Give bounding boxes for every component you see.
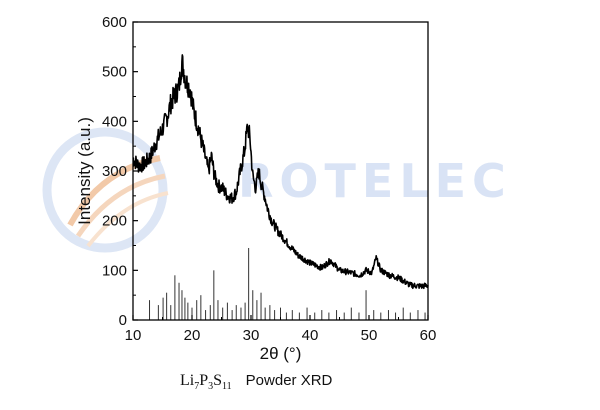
formula-subscript: 3	[208, 381, 214, 393]
caption-label: Powder XRD	[245, 372, 333, 389]
y-axis-title: Intensity (a.u.)	[75, 117, 94, 225]
reference-sticks	[149, 247, 426, 320]
caption-formula: Li7P3S11	[180, 372, 232, 393]
swirl-logo-icon	[42, 127, 169, 253]
x-tick-label: 10	[125, 327, 142, 344]
watermark-text: ROTELEC	[238, 154, 512, 208]
series-line-group	[132, 54, 429, 290]
x-tick-label: 30	[243, 327, 260, 344]
formula-element: P	[199, 372, 209, 389]
y-tick-label: 500	[102, 64, 127, 81]
x-tick-label: 60	[420, 327, 437, 344]
y-tick-label: 0	[119, 312, 127, 329]
y-tick-label: 100	[102, 262, 127, 279]
x-tick-label: 40	[302, 327, 319, 344]
formula-element: Li	[180, 372, 195, 389]
formula-element: S	[213, 372, 223, 389]
y-tick-label: 400	[102, 113, 127, 130]
x-axis-title: 2θ (°)	[260, 344, 302, 363]
figure-caption: Li7P3S11 Powder XRD	[180, 372, 332, 392]
formula-subscript: 7	[194, 381, 200, 393]
x-tick-label: 50	[361, 327, 378, 344]
series-line	[132, 54, 429, 290]
y-tick-label: 600	[102, 14, 127, 31]
x-tick-label: 20	[184, 327, 201, 344]
y-tick-label: 300	[102, 163, 127, 180]
y-tick-label: 200	[102, 213, 127, 230]
formula-subscript: 11	[222, 381, 232, 393]
watermark: ROTELEC	[42, 127, 512, 253]
